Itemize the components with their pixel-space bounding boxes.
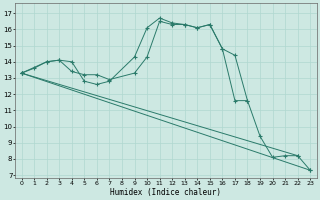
X-axis label: Humidex (Indice chaleur): Humidex (Indice chaleur) — [110, 188, 221, 197]
